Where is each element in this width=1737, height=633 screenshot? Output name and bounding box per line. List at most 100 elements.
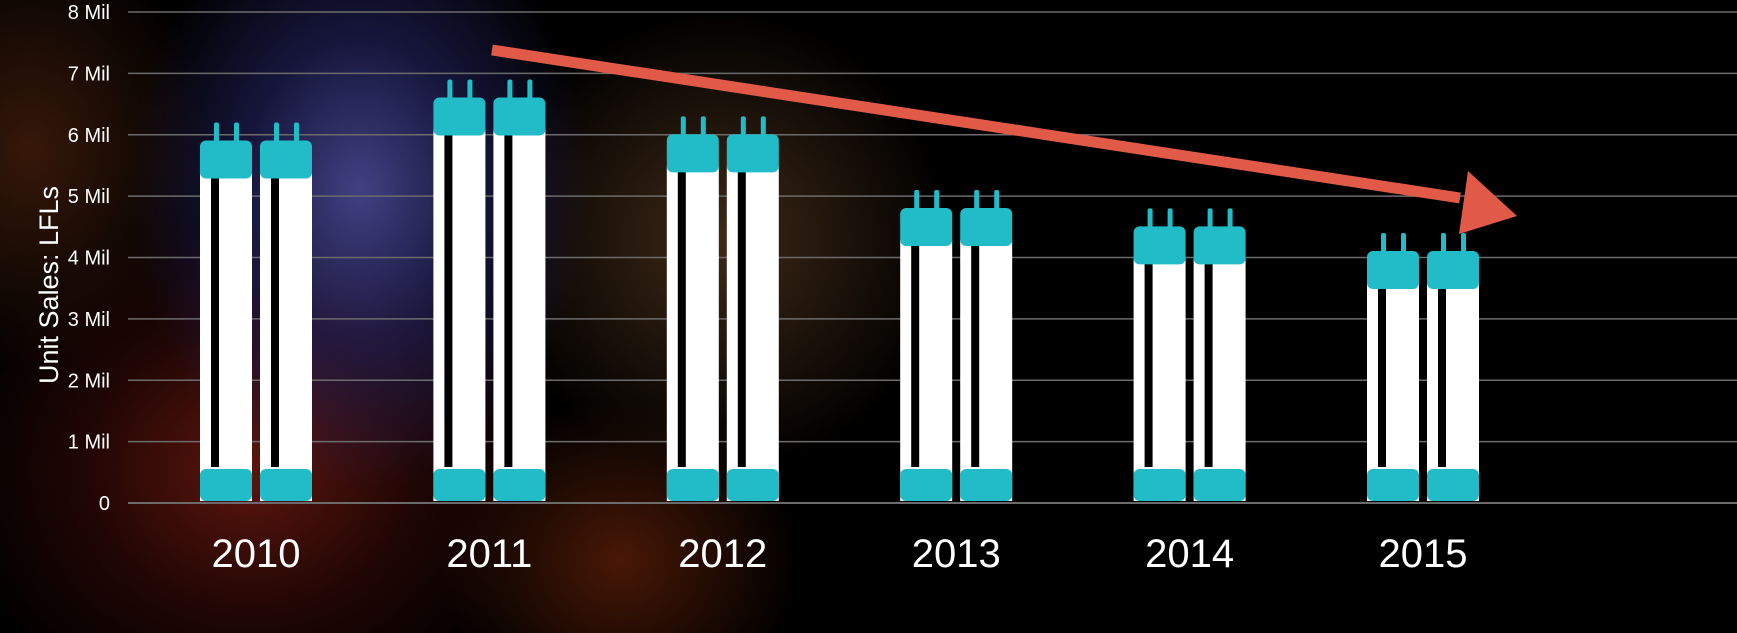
tube-cap	[260, 140, 312, 179]
y-axis-ticks: 0 1 Mil 2 Mil 3 Mil 4 Mil 5 Mil 6 Mil 7 Mil 8 Mi…	[68, 2, 110, 515]
tube-cap	[1133, 226, 1186, 265]
tube-base	[666, 469, 719, 501]
y-tick-label: 3 Mil	[68, 309, 110, 331]
y-tick-label: 0	[99, 493, 110, 515]
tube-stripe	[271, 174, 279, 467]
y-tick-label: 5 Mil	[68, 186, 110, 208]
tube-stripe	[737, 168, 746, 467]
tube-pin	[1167, 208, 1173, 229]
tube-stripe	[504, 131, 513, 467]
fluorescent-tube-icon	[1193, 208, 1246, 501]
fluorescent-tube-icon	[433, 79, 486, 501]
tube-cap	[666, 134, 719, 173]
bars	[200, 79, 1479, 502]
x-tick-label: 2013	[912, 532, 1001, 576]
tube-body	[200, 172, 252, 501]
bar	[666, 116, 779, 501]
tube-pin	[234, 122, 239, 143]
bar	[433, 79, 546, 501]
fluorescent-tube-icon	[493, 79, 546, 501]
x-axis-labels: 2010 2011 2012 2013 2014 2015	[212, 532, 1468, 576]
tube-body	[900, 239, 953, 502]
tube-body	[726, 166, 779, 501]
tube-pin	[994, 189, 1000, 210]
tube-pin	[447, 79, 453, 100]
tube-stripe	[444, 131, 453, 467]
tube-pin	[680, 116, 686, 137]
tube-body	[1133, 258, 1186, 501]
tube-stripe	[1438, 284, 1446, 467]
tube-pin	[914, 189, 920, 210]
tube-pin	[1147, 208, 1153, 229]
tube-body	[1193, 258, 1246, 501]
fluorescent-tube-icon	[200, 122, 252, 501]
fluorescent-tube-icon	[666, 116, 719, 501]
tube-base	[260, 469, 312, 501]
bar	[200, 122, 312, 501]
tube-stripe	[1378, 284, 1386, 467]
trend-arrow-head-icon	[1459, 171, 1517, 234]
tube-body	[1367, 282, 1419, 501]
tube-body	[260, 172, 312, 501]
tube-base	[1133, 469, 1186, 501]
tube-pin	[934, 189, 940, 210]
tube-pin	[214, 122, 219, 143]
x-tick-label: 2010	[212, 532, 301, 576]
fluorescent-tube-icon	[1427, 232, 1479, 501]
x-tick-label: 2014	[1145, 532, 1234, 576]
tube-body	[960, 239, 1013, 502]
bar	[1133, 208, 1246, 501]
bar	[900, 189, 1013, 502]
tube-pin	[1441, 232, 1446, 253]
tube-base	[1193, 469, 1246, 501]
tube-base	[1427, 469, 1479, 501]
fluorescent-tube-icon	[1367, 232, 1419, 501]
tube-pin	[1227, 208, 1233, 229]
tube-cap	[726, 134, 779, 173]
tube-base	[493, 469, 546, 501]
y-tick-label: 6 Mil	[68, 125, 110, 147]
trend-arrow-shaft	[491, 44, 1461, 204]
x-tick-label: 2015	[1379, 532, 1468, 576]
tube-pin	[1401, 232, 1406, 253]
tube-pin	[467, 79, 473, 100]
tube-base	[200, 469, 252, 501]
tube-pin	[1381, 232, 1386, 253]
bar	[1367, 232, 1479, 501]
x-tick-label: 2012	[678, 532, 767, 576]
x-tick-label: 2011	[446, 532, 532, 576]
tube-cap	[1367, 250, 1419, 289]
fluorescent-tube-icon	[900, 189, 953, 502]
tube-pin	[507, 79, 513, 100]
tube-cap	[1427, 250, 1479, 289]
tube-pin	[740, 116, 746, 137]
tube-body	[666, 166, 719, 501]
y-tick-label: 2 Mil	[68, 370, 110, 392]
tube-base	[960, 469, 1013, 501]
tube-stripe	[211, 174, 219, 467]
tube-body	[1427, 282, 1479, 501]
tube-pin	[1207, 208, 1213, 229]
tube-base	[726, 469, 779, 501]
tube-stripe	[1204, 260, 1213, 467]
y-tick-label: 8 Mil	[68, 2, 110, 24]
y-tick-label: 4 Mil	[68, 248, 110, 270]
tube-pin	[760, 116, 766, 137]
fluorescent-tube-icon	[1133, 208, 1186, 501]
tube-cap	[1193, 226, 1246, 265]
fluorescent-tube-icon	[260, 122, 312, 501]
tube-pin	[974, 189, 980, 210]
tube-pin	[274, 122, 279, 143]
tube-base	[900, 469, 953, 501]
tube-body	[493, 129, 546, 501]
tube-stripe	[677, 168, 686, 467]
y-tick-label: 1 Mil	[68, 432, 110, 454]
tube-cap	[433, 97, 486, 136]
y-axis-title: Unit Sales: LFLs	[34, 186, 64, 384]
tube-pin	[294, 122, 299, 143]
tube-pin	[700, 116, 706, 137]
trend-arrow	[491, 44, 1517, 234]
tube-pin	[527, 79, 533, 100]
